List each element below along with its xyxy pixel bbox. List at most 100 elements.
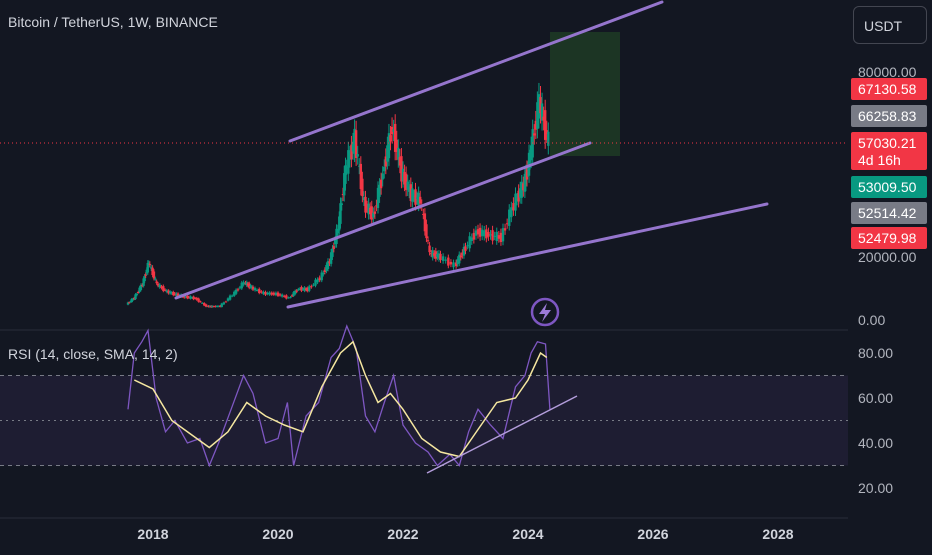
candle-body xyxy=(480,229,484,237)
candle-body xyxy=(189,296,192,299)
candle-body xyxy=(293,290,297,295)
candle-body xyxy=(272,292,276,295)
candle-body xyxy=(128,302,131,304)
candle-body xyxy=(540,103,544,121)
time-tick: 2022 xyxy=(387,526,418,542)
candle-body xyxy=(310,286,313,288)
candle-body xyxy=(493,235,496,237)
candle-body xyxy=(517,190,520,202)
candle-body xyxy=(242,282,245,285)
candle-body xyxy=(487,231,490,237)
time-tick: 2018 xyxy=(137,526,168,542)
candle-body xyxy=(258,288,261,294)
candle-body xyxy=(218,305,222,307)
candle-body xyxy=(376,187,380,208)
candle-body xyxy=(390,126,394,135)
candle-body xyxy=(143,276,146,282)
time-tick: 2020 xyxy=(262,526,293,542)
candle-body xyxy=(392,129,395,132)
time-axis[interactable]: 2018 2020 2022 2024 2026 2028 xyxy=(0,517,848,542)
candle-body xyxy=(228,295,232,300)
candle-body xyxy=(378,184,381,197)
candle-body xyxy=(151,267,154,276)
candle-body xyxy=(186,295,189,299)
price-axis[interactable]: 80000.00 20000.00 0.00 67130.58 66258.83 5703… xyxy=(848,0,932,550)
candle-body xyxy=(508,209,511,226)
price-tag-label: 57030.21 xyxy=(858,135,917,151)
time-tick: 2028 xyxy=(762,526,793,542)
candle-body xyxy=(212,306,216,308)
candle-body xyxy=(233,291,236,296)
candle-body xyxy=(358,165,361,167)
price-tag xyxy=(851,78,927,100)
candle-body xyxy=(250,286,253,289)
candle-body xyxy=(400,156,403,182)
candle-body xyxy=(466,245,469,247)
candle-body xyxy=(260,291,263,293)
candle-body xyxy=(350,144,353,160)
candle-body xyxy=(139,284,143,290)
candle-body xyxy=(270,292,273,295)
candle-body xyxy=(423,213,427,232)
candle-body xyxy=(478,227,482,237)
candle-body xyxy=(129,301,132,303)
currency-button[interactable]: USDT xyxy=(853,6,927,44)
rsi-trendline xyxy=(426,395,578,474)
trendline-layer[interactable] xyxy=(174,0,769,309)
candle-body xyxy=(401,168,405,181)
candle-body xyxy=(461,252,464,256)
candle-body xyxy=(344,165,347,184)
candle-body xyxy=(134,294,137,300)
candle-body xyxy=(470,237,473,241)
candle-body xyxy=(365,206,369,208)
candle-body xyxy=(431,250,434,258)
candle-body xyxy=(176,293,180,297)
candle-body xyxy=(320,272,323,281)
candle-body xyxy=(383,166,386,172)
candle-body xyxy=(464,246,467,251)
candle-body xyxy=(447,257,450,266)
candle-body xyxy=(536,102,539,129)
candle-body xyxy=(316,279,319,283)
rsi-axis: 80.00 60.00 40.00 20.00 xyxy=(858,345,893,496)
candle-body xyxy=(522,183,525,191)
candle-body xyxy=(264,291,267,295)
price-tag-label: 66258.83 xyxy=(858,108,917,124)
trendline-2 xyxy=(174,141,592,300)
candle-body xyxy=(236,289,240,291)
candle-body xyxy=(351,141,355,152)
candle-body xyxy=(545,130,548,134)
candle-body xyxy=(283,295,286,297)
rsi-pane xyxy=(0,324,848,474)
candle-body xyxy=(547,131,550,146)
candle-body xyxy=(510,207,513,218)
candle-body xyxy=(428,245,431,253)
candle-body xyxy=(306,287,309,292)
candle-body xyxy=(332,246,336,249)
candle-body xyxy=(146,262,149,273)
lightning-icon[interactable] xyxy=(530,297,560,327)
price-tag-label: 52479.98 xyxy=(858,230,917,246)
candle-body xyxy=(387,133,391,159)
candle-body xyxy=(329,252,333,264)
candle-body xyxy=(268,292,271,295)
candle-body xyxy=(249,285,252,288)
candle-body xyxy=(354,130,358,158)
candle-body xyxy=(234,289,238,294)
candle-body xyxy=(156,283,160,286)
candle-body xyxy=(483,230,486,237)
candle-body xyxy=(224,301,228,303)
candle-body xyxy=(384,156,388,167)
candle-body xyxy=(503,228,507,231)
candle-body xyxy=(414,189,417,205)
candle-body xyxy=(398,157,402,166)
candle-body xyxy=(537,94,541,119)
candle-body xyxy=(303,287,306,291)
candle-body xyxy=(312,284,315,286)
candle-body xyxy=(220,303,223,307)
candle-body xyxy=(135,293,139,296)
candle-body xyxy=(339,203,342,224)
candle-body xyxy=(441,256,445,261)
